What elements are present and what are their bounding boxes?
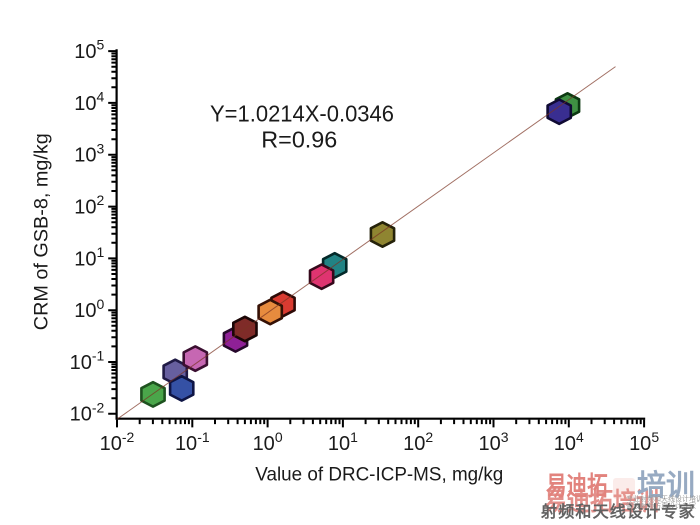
svg-text:CRM of GSB-8, mg/kg: CRM of GSB-8, mg/kg — [31, 133, 53, 330]
svg-text:10-1: 10-1 — [175, 429, 210, 455]
svg-text:10-1: 10-1 — [70, 348, 105, 374]
svg-text:Y=1.0214X-0.0346: Y=1.0214X-0.0346 — [210, 100, 394, 126]
svg-text:10-2: 10-2 — [70, 399, 105, 425]
svg-text:Value of DRC-ICP-MS, mg/kg: Value of DRC-ICP-MS, mg/kg — [255, 463, 503, 485]
svg-text:105: 105 — [629, 429, 659, 455]
svg-text:R=0.96: R=0.96 — [261, 126, 337, 152]
